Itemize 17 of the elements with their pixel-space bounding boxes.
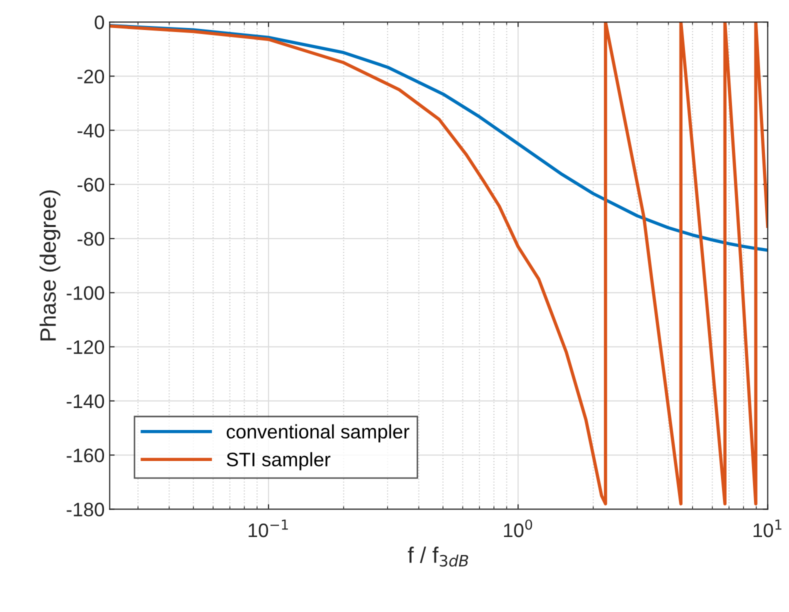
y-tick-label: -140 bbox=[66, 394, 104, 408]
y-tick-label: -180 bbox=[66, 502, 104, 516]
y-tick-label: -160 bbox=[66, 448, 104, 462]
y-tick-label: -100 bbox=[66, 286, 104, 300]
y-axis-title: Phase (degree) bbox=[40, 190, 60, 340]
y-tick-label: -80 bbox=[78, 232, 104, 246]
y-tick-label: -60 bbox=[78, 178, 104, 192]
x-tick-label: 10$^{0}$ bbox=[504, 519, 532, 538]
legend-label: STI sampler bbox=[226, 452, 330, 470]
y-tick-label: 0 bbox=[94, 16, 104, 30]
y-tick-label: -40 bbox=[78, 124, 104, 138]
y-tick-label: -120 bbox=[66, 340, 104, 354]
x-tick-label: 10$^{−1}$ bbox=[248, 520, 288, 538]
x-tick-label: 10$^{1}$ bbox=[754, 520, 782, 538]
y-tick-label: -20 bbox=[78, 70, 104, 84]
x-axis-title: f / f$_{3dB}$ bbox=[408, 546, 468, 567]
legend-label: conventional sampler bbox=[226, 424, 410, 442]
